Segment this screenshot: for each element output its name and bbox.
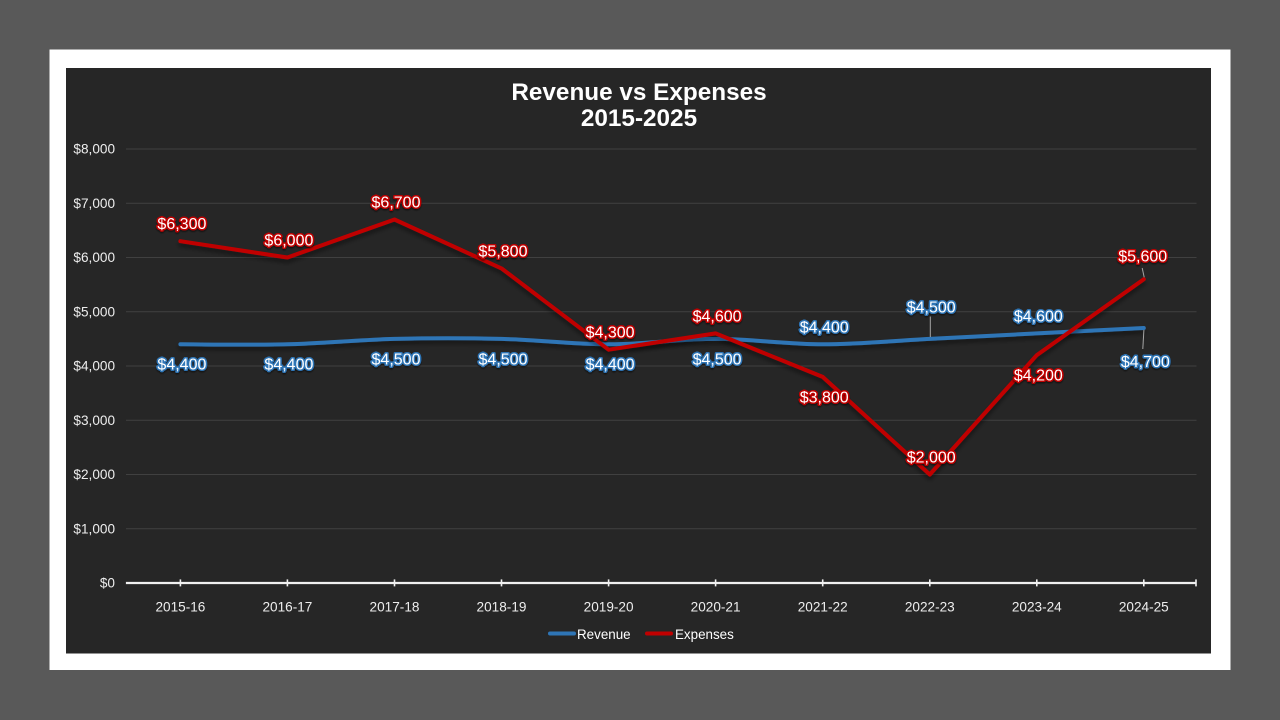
svg-text:$1,000: $1,000 <box>73 521 115 536</box>
svg-text:$4,300: $4,300 <box>586 325 635 342</box>
svg-text:$4,400: $4,400 <box>586 357 635 374</box>
svg-text:2017-18: 2017-18 <box>370 600 420 615</box>
svg-text:$7,000: $7,000 <box>73 196 115 211</box>
svg-text:$2,000: $2,000 <box>73 467 115 482</box>
svg-text:$6,000: $6,000 <box>73 250 115 265</box>
svg-text:2023-24: 2023-24 <box>1012 600 1062 615</box>
svg-text:$4,500: $4,500 <box>907 299 956 316</box>
svg-text:2022-23: 2022-23 <box>905 600 955 615</box>
svg-text:2015-2025: 2015-2025 <box>581 105 697 132</box>
svg-text:2016-17: 2016-17 <box>262 600 312 615</box>
svg-text:$4,200: $4,200 <box>1014 368 1063 385</box>
svg-text:$4,000: $4,000 <box>73 359 115 374</box>
svg-text:2021-22: 2021-22 <box>798 600 848 615</box>
svg-text:$4,500: $4,500 <box>479 351 528 368</box>
svg-text:$6,300: $6,300 <box>157 216 206 233</box>
svg-text:$6,700: $6,700 <box>372 195 421 212</box>
svg-text:$5,800: $5,800 <box>479 243 528 260</box>
svg-text:$4,700: $4,700 <box>1121 354 1170 371</box>
svg-text:2024-25: 2024-25 <box>1119 600 1169 615</box>
svg-text:$4,600: $4,600 <box>693 308 742 325</box>
svg-text:$2,000: $2,000 <box>907 450 956 467</box>
svg-text:$4,400: $4,400 <box>264 357 313 374</box>
svg-text:$6,000: $6,000 <box>264 233 313 250</box>
svg-text:2018-19: 2018-19 <box>477 600 527 615</box>
svg-text:$4,400: $4,400 <box>800 319 849 336</box>
svg-text:$8,000: $8,000 <box>73 142 115 157</box>
svg-text:$4,500: $4,500 <box>372 351 421 368</box>
svg-text:2015-16: 2015-16 <box>155 600 205 615</box>
svg-text:Revenue: Revenue <box>577 627 631 642</box>
svg-text:2020-21: 2020-21 <box>691 600 741 615</box>
svg-text:$5,600: $5,600 <box>1118 249 1167 266</box>
svg-text:$0: $0 <box>100 576 116 591</box>
svg-text:$4,400: $4,400 <box>157 357 206 374</box>
svg-text:$3,800: $3,800 <box>800 389 849 406</box>
svg-text:$5,000: $5,000 <box>73 304 115 319</box>
svg-text:$4,500: $4,500 <box>693 351 742 368</box>
svg-text:$4,600: $4,600 <box>1014 308 1063 325</box>
svg-text:Expenses: Expenses <box>675 627 734 642</box>
svg-text:2019-20: 2019-20 <box>584 600 634 615</box>
svg-text:$3,000: $3,000 <box>73 413 115 428</box>
svg-text:Revenue vs Expenses: Revenue vs Expenses <box>511 79 766 106</box>
